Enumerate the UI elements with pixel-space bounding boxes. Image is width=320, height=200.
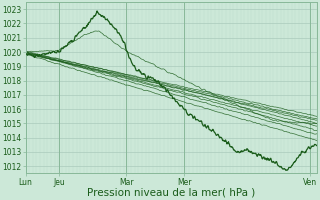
X-axis label: Pression niveau de la mer( hPa ): Pression niveau de la mer( hPa )	[87, 188, 255, 198]
